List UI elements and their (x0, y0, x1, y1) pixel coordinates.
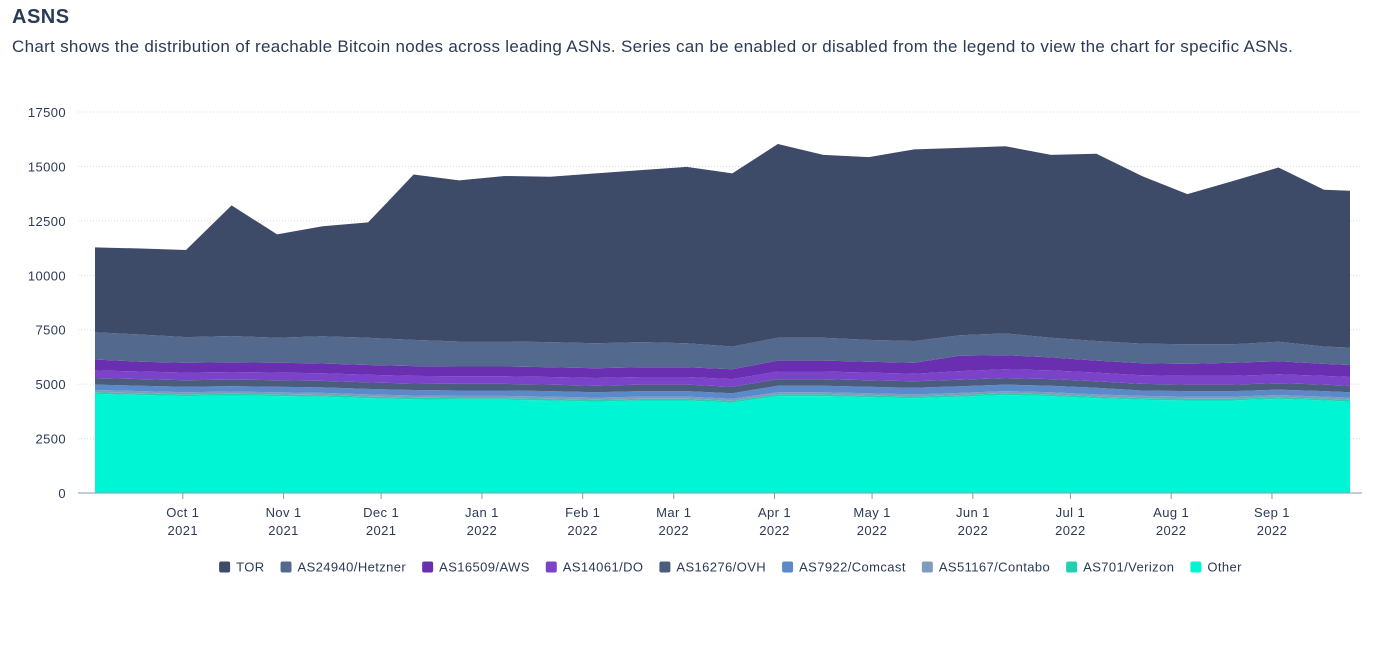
chart-title: ASNS (12, 6, 70, 28)
x-tick-year: 2021 (168, 523, 199, 538)
x-tick-year: 2022 (658, 523, 689, 538)
x-tick-year: 2021 (268, 523, 299, 538)
legend-swatch-as7922-comcast[interactable] (782, 561, 794, 573)
x-tick-label: Dec 1 (363, 505, 399, 520)
stacked-areas (95, 144, 1350, 493)
legend-swatch-as24940-hetzner[interactable] (280, 561, 292, 573)
legend-swatch-as701-verizon[interactable] (1066, 561, 1078, 573)
x-tick-label: May 1 (853, 505, 890, 520)
legend-swatch-as51167-contabo[interactable] (921, 561, 933, 573)
legend-label-as16509-aws[interactable]: AS16509/AWS (439, 560, 530, 575)
y-tick-label: 0 (58, 486, 66, 501)
x-tick-year: 2022 (1055, 523, 1086, 538)
x-tick-year: 2021 (366, 523, 397, 538)
chart-header: ASNS Chart shows the distribution of rea… (12, 6, 1388, 61)
y-tick-label: 17500 (28, 105, 66, 120)
x-tick-label: Apr 1 (758, 505, 791, 520)
legend-label-as24940-hetzner[interactable]: AS24940/Hetzner (298, 560, 407, 575)
x-tick-label: Jul 1 (1056, 505, 1085, 520)
x-tick-label: Oct 1 (166, 505, 199, 520)
x-tick-year: 2022 (467, 523, 498, 538)
y-tick-label: 7500 (35, 323, 66, 338)
y-tick-label: 5000 (35, 377, 66, 392)
area-other (95, 393, 1350, 493)
y-tick-label: 12500 (28, 214, 66, 229)
chart-subtitle: Chart shows the distribution of reachabl… (12, 37, 1294, 56)
area-tor (95, 144, 1350, 348)
legend-label-as14061-do[interactable]: AS14061/DO (563, 560, 644, 575)
legend-swatch-as14061-do[interactable] (545, 561, 557, 573)
x-tick-label: Sep 1 (1254, 505, 1290, 520)
y-tick-label: 10000 (28, 268, 66, 283)
x-tick-year: 2022 (567, 523, 598, 538)
legend-label-tor[interactable]: TOR (236, 560, 264, 575)
legend-label-other[interactable]: Other (1207, 560, 1242, 575)
x-tick-year: 2022 (857, 523, 888, 538)
area-as14061-do (95, 369, 1350, 387)
x-tick-year: 2022 (958, 523, 989, 538)
y-tick-label: 15000 (28, 159, 66, 174)
x-tick-label: Feb 1 (565, 505, 600, 520)
legend-label-as51167-contabo[interactable]: AS51167/Contabo (939, 560, 1050, 575)
legend[interactable]: TOR AS24940/Hetzner AS16509/AWS AS14061/DO A… (219, 560, 1242, 575)
y-tick-label: 2500 (35, 432, 66, 447)
legend-swatch-other[interactable] (1190, 561, 1202, 573)
x-tick-label: Nov 1 (266, 505, 302, 520)
area-as16276-ovh (95, 378, 1350, 394)
x-tick-label: Aug 1 (1153, 505, 1189, 520)
x-tick-label: Jun 1 (956, 505, 990, 520)
area-as24940-hetzner (95, 332, 1350, 370)
x-tick-label: Mar 1 (656, 505, 691, 520)
x-tick-year: 2022 (759, 523, 790, 538)
area-as16509-aws (95, 355, 1350, 380)
x-tick-year: 2022 (1156, 523, 1187, 538)
legend-label-as7922-comcast[interactable]: AS7922/Comcast (799, 560, 906, 575)
x-tick-year: 2022 (1257, 523, 1288, 538)
area-as51167-contabo (95, 390, 1350, 401)
legend-swatch-as16509-aws[interactable] (422, 561, 434, 573)
legend-label-as701-verizon[interactable]: AS701/Verizon (1083, 560, 1174, 575)
axes: 0 2500 5000 7500 10000 12500 15000 17500 Oct 1 20… (28, 105, 1362, 538)
area-as7922-comcast (95, 384, 1350, 399)
x-tick-label: Jan 1 (465, 505, 499, 520)
legend-swatch-as16276-ovh[interactable] (659, 561, 671, 573)
legend-label-as16276-ovh[interactable]: AS16276/OVH (676, 560, 766, 575)
legend-swatch-tor[interactable] (219, 561, 231, 573)
area-as701-verizon (95, 392, 1350, 403)
